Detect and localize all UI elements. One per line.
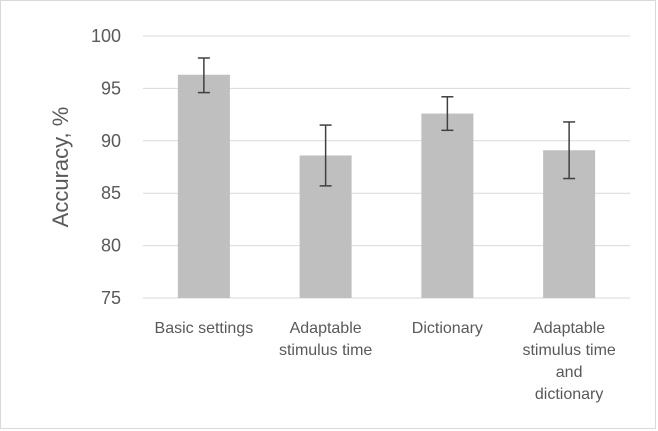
error-bar: [319, 124, 332, 187]
error-bar: [197, 57, 210, 94]
x-category-label: Dictionary: [412, 320, 483, 337]
y-tick-label: 80: [101, 236, 121, 256]
error-bar: [563, 121, 576, 180]
x-category-label: Adaptable stimulus time and dictionary: [522, 320, 615, 403]
y-tick-label: 95: [101, 78, 121, 98]
y-tick-label: 85: [101, 183, 121, 203]
y-axis-title: Accuracy, %: [48, 107, 73, 228]
bars: [177, 74, 596, 298]
y-tick-label: 90: [101, 131, 121, 151]
y-axis-tick-labels: 75 80 85 90 95 100: [91, 26, 121, 308]
x-axis-category-labels: Basic settings Adaptable stimulus time Dict…: [155, 320, 616, 403]
y-tick-label: 75: [101, 288, 121, 308]
x-category-label: Basic settings: [155, 320, 254, 337]
error-bar: [441, 96, 454, 132]
error-bars: [197, 57, 576, 187]
y-tick-label: 100: [91, 26, 121, 46]
bar: [421, 113, 474, 298]
x-category-label: Adaptable stimulus time: [279, 320, 372, 359]
bar: [177, 74, 230, 298]
